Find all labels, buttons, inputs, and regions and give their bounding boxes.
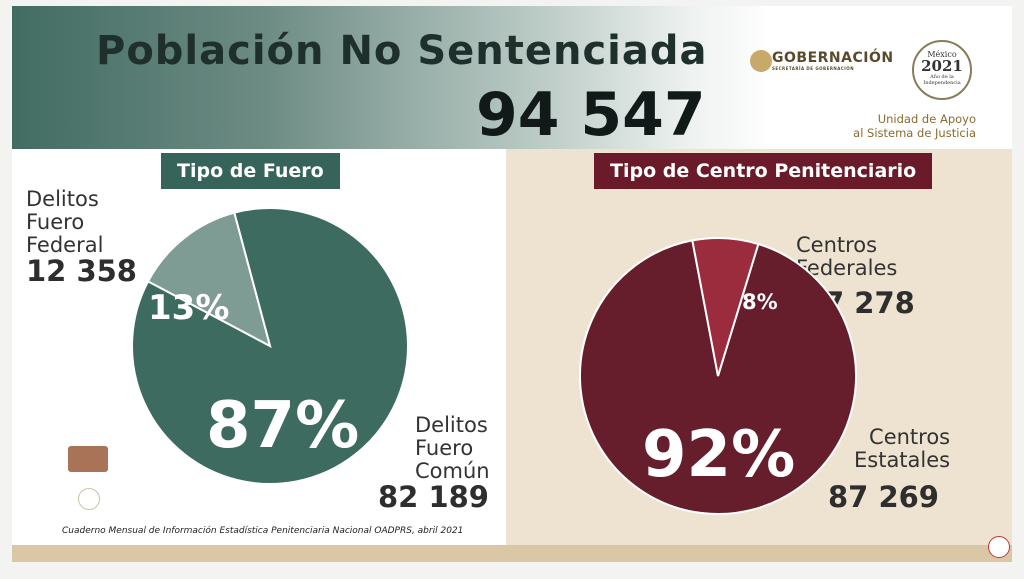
pct-centros-estatales: 92% — [642, 418, 796, 492]
pct-centros-federales: 8% — [742, 290, 778, 314]
badge-top: México — [927, 50, 957, 59]
badge-bottom: Año de la Independencia — [923, 74, 961, 86]
eagle-seal-icon — [750, 50, 772, 72]
pct-federal: 13% — [148, 288, 230, 328]
heroes-logo-icon — [68, 446, 108, 472]
mexico-2021-badge: México 2021 Año de la Independencia — [912, 40, 972, 100]
pct-comun: 87% — [206, 389, 360, 463]
unidad-label: Unidad de Apoyo al Sistema de Justicia — [853, 112, 976, 140]
comun-label-line: Común — [415, 459, 490, 483]
centros-estatales-line: Centros — [869, 425, 951, 449]
centros-federales-line: Federales — [796, 256, 898, 280]
comun-label-line: Fuero — [415, 436, 474, 460]
unidad-line-2: al Sistema de Justicia — [853, 126, 976, 140]
source-note: Cuaderno Mensual de Información Estadíst… — [62, 526, 464, 536]
page-title: Población No Sentenciada — [96, 28, 708, 74]
gobernacion-logo: GOBERNACIÓN SECRETARÍA DE GOBERNACIÓN — [772, 50, 894, 71]
gobierno-mexico-logo-icon — [988, 536, 1010, 558]
centro-pie-chart — [579, 237, 857, 515]
centros-estatales-label: Centros Estatales — [854, 426, 950, 472]
comun-value: 82 189 — [378, 480, 489, 514]
comun-label: Delitos Fuero Común — [415, 414, 490, 483]
bottom-bar — [12, 545, 1012, 562]
seal-icon — [78, 488, 100, 510]
federal-label-line: Delitos — [26, 187, 99, 211]
centros-federales-line: Centros — [796, 233, 878, 257]
pie-slice-fuero-federal — [146, 211, 272, 348]
pie-slice-centros-federales — [691, 237, 760, 377]
federal-value: 12 358 — [26, 254, 137, 288]
comun-label-line: Delitos — [415, 413, 488, 437]
badge-year: 2021 — [921, 57, 963, 75]
slide: Población No Sentenciada 94 547 GOBERNAC… — [12, 6, 1012, 562]
gobernacion-label: GOBERNACIÓN — [772, 50, 894, 66]
tipo-fuero-tag: Tipo de Fuero — [161, 153, 340, 189]
centros-estatales-line: Estatales — [854, 448, 951, 472]
federal-label-line: Federal — [26, 233, 104, 257]
gobernacion-sub: SECRETARÍA DE GOBERNACIÓN — [772, 66, 855, 71]
centros-federales-label: Centros Federales — [796, 234, 897, 280]
tipo-centro-tag: Tipo de Centro Penitenciario — [594, 153, 933, 189]
centros-estatales-value: 87 269 — [828, 480, 939, 514]
header-band — [12, 6, 1012, 149]
federal-label: Delitos Fuero Federal — [26, 188, 103, 257]
unidad-line-1: Unidad de Apoyo — [877, 112, 976, 126]
pie-slice-centros-estatales — [579, 239, 857, 515]
fuero-pie-chart — [131, 208, 409, 485]
total-value: 94 547 — [476, 80, 706, 150]
federal-label-line: Fuero — [26, 210, 85, 234]
